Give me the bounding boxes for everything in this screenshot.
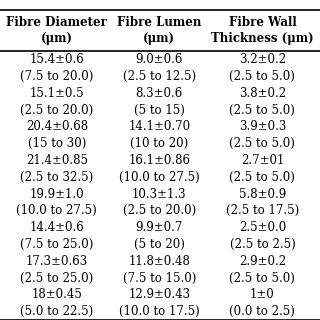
- Text: (5 to 20): (5 to 20): [134, 238, 185, 251]
- Text: (0.0 to 2.5): (0.0 to 2.5): [229, 305, 295, 318]
- Text: 14.1±0.70: 14.1±0.70: [128, 120, 190, 133]
- Text: (2.5 to 5.0): (2.5 to 5.0): [229, 137, 295, 150]
- Text: (10.0 to 27.5): (10.0 to 27.5): [16, 204, 97, 217]
- Text: 11.8±0.48: 11.8±0.48: [128, 255, 190, 268]
- Text: 12.9±0.43: 12.9±0.43: [128, 288, 190, 301]
- Text: (2.5 to 5.0): (2.5 to 5.0): [229, 171, 295, 184]
- Text: 2.5±0.0: 2.5±0.0: [239, 221, 286, 234]
- Text: 2.9±0.2: 2.9±0.2: [239, 255, 286, 268]
- Text: 8.3±0.6: 8.3±0.6: [136, 87, 183, 100]
- Text: Fibre Wall
Thickness (μm): Fibre Wall Thickness (μm): [211, 16, 314, 45]
- Text: (7.5 to 15.0): (7.5 to 15.0): [123, 271, 196, 284]
- Text: 3.9±0.3: 3.9±0.3: [239, 120, 286, 133]
- Text: (2.5 to 20.0): (2.5 to 20.0): [123, 204, 196, 217]
- Text: 20.4±0.68: 20.4±0.68: [26, 120, 88, 133]
- Text: (2.5 to 32.5): (2.5 to 32.5): [20, 171, 93, 184]
- Text: (2.5 to 2.5): (2.5 to 2.5): [229, 238, 295, 251]
- Text: 10.3±1.3: 10.3±1.3: [132, 188, 187, 201]
- Text: 21.4±0.85: 21.4±0.85: [26, 154, 88, 167]
- Text: 18±0.45: 18±0.45: [31, 288, 82, 301]
- Text: (2.5 to 12.5): (2.5 to 12.5): [123, 70, 196, 83]
- Text: (10.0 to 17.5): (10.0 to 17.5): [119, 305, 200, 318]
- Text: (2.5 to 5.0): (2.5 to 5.0): [229, 271, 295, 284]
- Text: (10.0 to 27.5): (10.0 to 27.5): [119, 171, 200, 184]
- Text: 19.9±1.0: 19.9±1.0: [29, 188, 84, 201]
- Text: (15 to 30): (15 to 30): [28, 137, 86, 150]
- Text: 9.0±0.6: 9.0±0.6: [135, 53, 183, 66]
- Text: 9.9±0.7: 9.9±0.7: [135, 221, 183, 234]
- Text: 3.8±0.2: 3.8±0.2: [239, 87, 286, 100]
- Text: 15.4±0.6: 15.4±0.6: [29, 53, 84, 66]
- Text: (2.5 to 5.0): (2.5 to 5.0): [229, 103, 295, 116]
- Text: (7.5 to 20.0): (7.5 to 20.0): [20, 70, 93, 83]
- Text: 14.4±0.6: 14.4±0.6: [29, 221, 84, 234]
- Text: (5.0 to 22.5): (5.0 to 22.5): [20, 305, 93, 318]
- Text: (2.5 to 17.5): (2.5 to 17.5): [226, 204, 299, 217]
- Text: 5.8±0.9: 5.8±0.9: [239, 188, 286, 201]
- Text: Fibre Diameter
(μm): Fibre Diameter (μm): [6, 16, 107, 45]
- Text: 16.1±0.86: 16.1±0.86: [128, 154, 190, 167]
- Text: 17.3±0.63: 17.3±0.63: [26, 255, 88, 268]
- Text: 3.2±0.2: 3.2±0.2: [239, 53, 286, 66]
- Text: Fibre Lumen
(μm): Fibre Lumen (μm): [117, 16, 201, 45]
- Text: 15.1±0.5: 15.1±0.5: [29, 87, 84, 100]
- Text: (2.5 to 20.0): (2.5 to 20.0): [20, 103, 93, 116]
- Text: 1±0: 1±0: [250, 288, 275, 301]
- Text: (2.5 to 25.0): (2.5 to 25.0): [20, 271, 93, 284]
- Text: (2.5 to 5.0): (2.5 to 5.0): [229, 70, 295, 83]
- Text: 2.7±01: 2.7±01: [241, 154, 284, 167]
- Text: (10 to 20): (10 to 20): [130, 137, 188, 150]
- Text: (5 to 15): (5 to 15): [134, 103, 185, 116]
- Text: (7.5 to 25.0): (7.5 to 25.0): [20, 238, 93, 251]
